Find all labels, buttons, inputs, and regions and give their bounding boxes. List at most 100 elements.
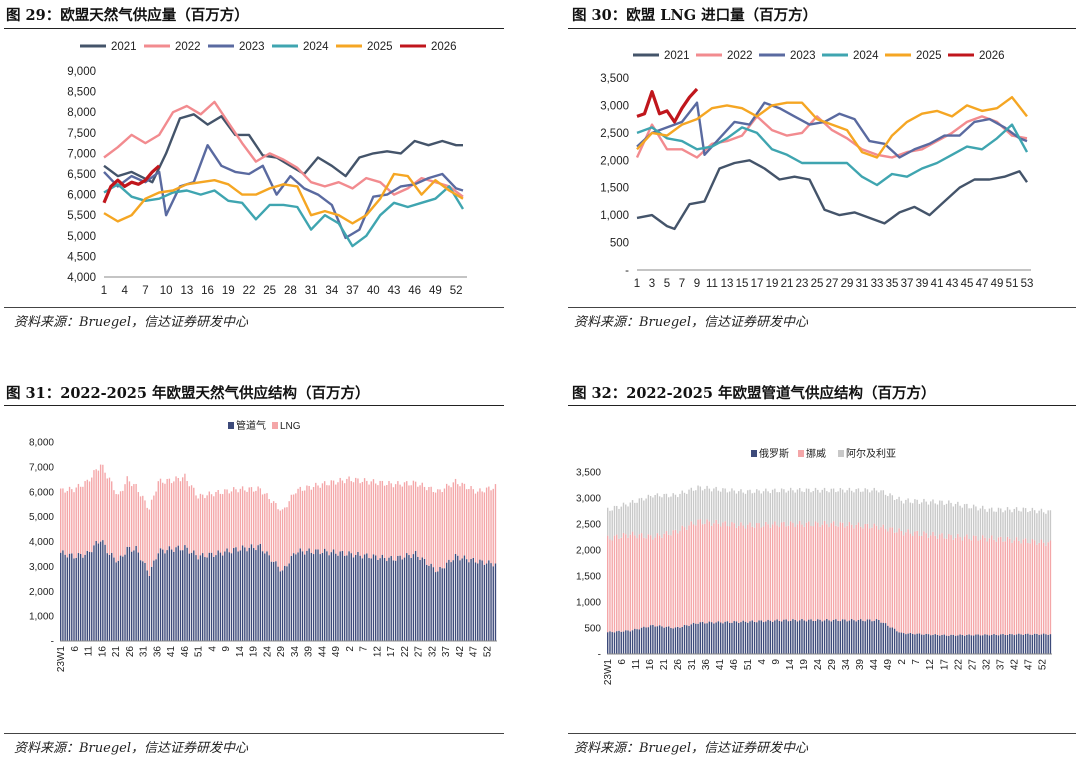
bar-segment-russia	[941, 634, 943, 654]
bar-segment-algeria	[613, 505, 616, 536]
bar-segment-pipeline	[335, 553, 337, 641]
x-tick-label: 4	[122, 285, 129, 297]
bar-segment-norway	[828, 527, 830, 621]
bar-segment-russia	[1022, 634, 1025, 654]
bar-segment-russia	[765, 621, 767, 654]
bar-segment-lng	[394, 484, 397, 561]
bar-segment-norway	[997, 537, 1000, 636]
x-tick-label: 53	[1021, 278, 1034, 290]
bar-segment-lng	[128, 481, 131, 547]
bar-segment-russia	[722, 623, 724, 654]
x-tick-label: 37	[346, 285, 359, 297]
bar-segment-russia	[918, 633, 921, 654]
bar-segment-pipeline	[213, 556, 215, 641]
bar-segment-pipeline	[99, 541, 102, 641]
bar-segment-algeria	[699, 486, 702, 520]
series-line-2026	[636, 87, 699, 124]
x-tick-label: 29	[841, 278, 854, 290]
bar-segment-russia	[780, 621, 783, 654]
bar-segment-norway	[774, 521, 776, 621]
x-tick-label: 22	[953, 659, 964, 671]
bar-segment-russia	[742, 620, 744, 654]
bar-segment-norway	[616, 534, 618, 632]
bar-segment-pipeline	[75, 557, 77, 641]
bar-segment-algeria	[607, 507, 609, 536]
bar-segment-lng	[281, 509, 284, 571]
x-tick-label: 49	[883, 659, 894, 671]
bar-segment-algeria	[783, 489, 785, 522]
bar-segment-algeria	[792, 490, 794, 524]
bar-segment-lng	[179, 481, 182, 551]
bar-segment-norway	[607, 535, 609, 633]
bar-segment-russia	[699, 622, 702, 654]
bar-segment-norway	[776, 525, 778, 620]
bar-segment-russia	[649, 625, 652, 654]
bar-segment-lng	[470, 486, 472, 559]
bar-segment-norway	[984, 537, 986, 635]
bar-segment-algeria	[701, 490, 704, 525]
x-tick-label: 25	[811, 278, 824, 290]
x-tick-label: 17	[386, 646, 397, 658]
bar-segment-norway	[954, 537, 957, 636]
bar-segment-russia	[713, 623, 715, 654]
bar-segment-algeria	[914, 499, 916, 532]
bar-segment-lng	[341, 480, 344, 551]
bar-segment-russia	[821, 621, 823, 654]
bar-segment-pipeline	[182, 550, 184, 641]
bar-segment-lng	[215, 491, 217, 556]
bar-segment-algeria	[762, 491, 765, 527]
bar-segment-lng	[443, 488, 446, 569]
bar-segment-pipeline	[388, 557, 390, 641]
bar-segment-lng	[106, 478, 108, 554]
bar-segment-pipeline	[332, 549, 335, 641]
bar-segment-lng	[184, 473, 186, 546]
bar-segment-pipeline	[321, 552, 324, 641]
bar-segment-algeria	[889, 493, 891, 528]
bar-segment-pipeline	[341, 550, 344, 641]
bar-segment-pipeline	[228, 552, 230, 641]
bar-segment-russia	[774, 620, 776, 654]
bar-segment-pipeline	[361, 558, 364, 641]
bar-segment-lng	[255, 490, 257, 551]
bar-segment-pipeline	[144, 562, 146, 641]
bar-segment-algeria	[647, 494, 650, 535]
bar-segment-russia	[981, 635, 984, 654]
bar-segment-russia	[1031, 634, 1034, 654]
bar-segment-lng	[412, 480, 415, 555]
bar-segment-algeria	[803, 492, 805, 527]
bar-segment-algeria	[681, 490, 683, 526]
x-tick-label: 10	[160, 285, 173, 297]
bar-segment-russia	[692, 622, 695, 654]
bar-segment-russia	[724, 621, 726, 654]
bar-segment-pipeline	[428, 565, 430, 641]
bar-segment-russia	[728, 622, 731, 654]
bar-segment-lng	[339, 477, 341, 552]
bar-segment-lng	[177, 477, 179, 546]
bar-segment-algeria	[717, 490, 720, 524]
bar-segment-lng	[201, 494, 204, 554]
bar-segment-lng	[130, 486, 133, 552]
y-tick-label: 1,000	[576, 598, 601, 609]
bar-segment-algeria	[830, 488, 833, 524]
bar-segment-norway	[699, 519, 702, 623]
bar-segment-pipeline	[290, 555, 293, 641]
bar-segment-pipeline	[175, 547, 177, 641]
bar-segment-lng	[350, 481, 352, 554]
x-tick-label: 52	[1037, 659, 1048, 671]
bar-segment-norway	[751, 526, 753, 621]
bar-segment-algeria	[1036, 513, 1038, 545]
bar-segment-russia	[979, 635, 982, 654]
bar-segment-pipeline	[412, 554, 415, 641]
bar-segment-algeria	[925, 501, 927, 534]
bar-segment-russia	[810, 619, 812, 654]
x-tick-label: 49	[429, 285, 442, 297]
bar-segment-pipeline	[292, 553, 295, 641]
bar-segment-algeria	[991, 507, 993, 536]
bar-segment-lng	[465, 489, 468, 560]
bar-segment-norway	[706, 519, 708, 624]
bar-segment-lng	[148, 509, 151, 576]
series-line-2025	[103, 172, 464, 225]
x-tick-label: 11	[631, 659, 642, 670]
x-tick-label: 31	[856, 278, 869, 290]
bar-segment-russia	[753, 621, 756, 654]
